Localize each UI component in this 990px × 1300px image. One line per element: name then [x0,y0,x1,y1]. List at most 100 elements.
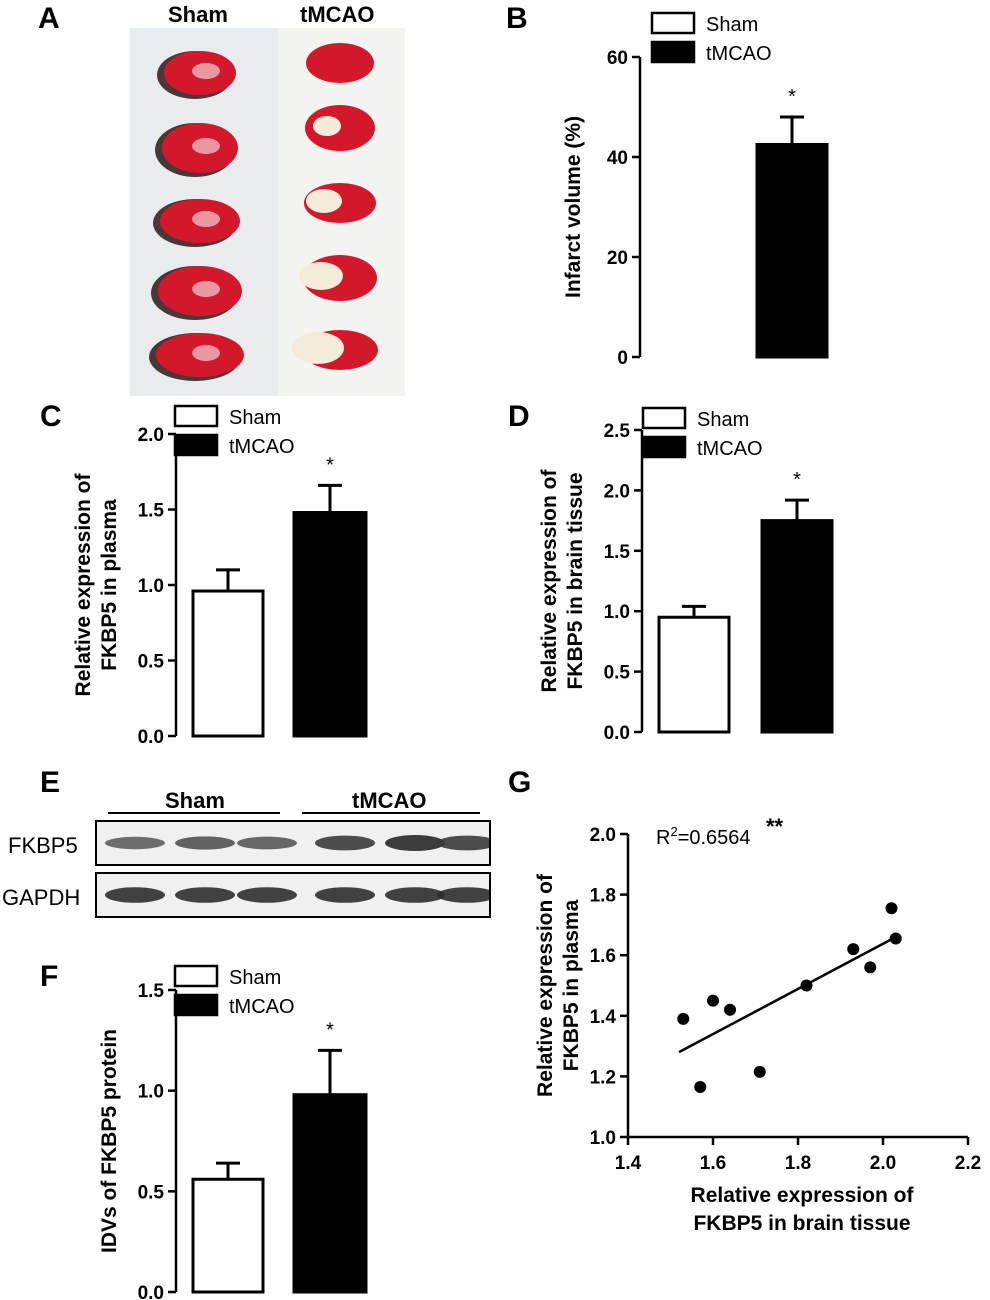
y-tick-label: 2.0 [590,825,616,846]
y-axis-label: Infarct volume (%) [562,116,585,298]
y-tick-label: 1.5 [604,542,631,563]
y-axis-label-line1: Relative expression of [534,873,557,1097]
legend-swatch-sham [173,404,219,428]
significance-mark: * [326,454,334,476]
sham-section-ventricle [192,281,220,297]
x-tick-label: 2.0 [870,1153,896,1174]
y-tick-label: 0.0 [138,727,164,748]
scatter-point [885,902,898,915]
y-tick-label: 0.5 [138,1182,165,1203]
y-tick-label: 2.5 [604,421,631,442]
panel-label-e: E [40,766,61,799]
scatter-point [677,1012,690,1025]
y-tick-label: 1.2 [590,1067,616,1088]
blot-strip-fkbp5 [95,820,497,866]
panel-label-g: G [508,766,532,799]
y-tick-label: 1.0 [138,1082,164,1103]
significance-mark: * [793,469,801,491]
scatter-point [864,961,877,974]
gapdh-band [385,887,445,903]
y-tick-label: 2.0 [604,481,630,502]
group-line-sham [108,812,280,814]
x-tick-label: 1.6 [700,1153,726,1174]
y-tick-label: 0 [617,348,628,369]
column-label-tmcao: tMCAO [300,2,375,27]
y-tick-label: 0.0 [138,1283,164,1300]
gapdh-band [175,887,235,903]
sham-section-ventricle [192,211,220,227]
bar-sham [657,615,731,734]
fkbp5-band [385,835,445,851]
bar-sham [191,589,265,738]
y-tick-label: 40 [607,148,628,169]
scatter-point [847,943,860,956]
sham-section-ventricle [192,345,220,361]
scatter-point [707,994,719,1007]
legend-label-sham: Sham [706,14,758,36]
y-tick-label: 1.8 [590,886,616,907]
y-axis-label-line1: Relative expression of [72,473,95,697]
legend-swatch-sham [650,11,696,35]
legend-label-tmcao: tMCAO [697,438,763,460]
regression-line [678,935,897,1054]
legend-label-tmcao: tMCAO [706,43,772,65]
gapdh-band [315,887,375,903]
y-tick-label: 1.0 [590,1128,616,1149]
scatter-point [889,932,902,945]
x-axis-label-line1: Relative expression of [691,1184,915,1207]
r-squared-annotation: R2=0.6564 [656,824,751,849]
y-axis-label-line1: Relative expression of [538,469,561,693]
scatter-point [800,979,813,992]
legend-swatch-tmcao [650,40,696,64]
fkbp5-band [237,836,297,850]
x-axis-label-line2: FKBP5 in brain tissue [693,1212,910,1235]
legend-swatch-tmcao [173,993,219,1017]
gapdh-band [237,887,297,903]
legend-swatch-sham [173,964,219,988]
x-tick-label: 1.4 [615,1153,642,1174]
fkbp5-band [175,836,235,850]
legend-label-tmcao: tMCAO [229,436,295,458]
x-tick-label: 1.8 [785,1153,811,1174]
blot-strip-gapdh [95,872,497,918]
legend-label-sham: Sham [697,409,749,431]
significance-mark: * [326,1019,334,1041]
y-tick-label: 1.4 [590,1007,617,1028]
blot-row-label-gapdh: GAPDH [2,885,81,910]
y-tick-label: 60 [607,48,628,69]
y-tick-label: 1.6 [590,946,616,967]
y-axis-label: IDVs of FKBP5 protein [98,1029,121,1253]
legend-label-tmcao: tMCAO [229,996,295,1018]
tmcao-infarct-region [313,116,341,136]
bar-tmcao [292,511,368,738]
y-axis-label-line2: FKBP5 in plasma [560,899,583,1071]
y-axis-label-line2: FKBP5 in brain tissue [564,472,587,689]
gapdh-band [105,887,165,903]
brain-sections-svg [149,43,378,381]
legend-swatch-sham [641,406,687,430]
tmcao-infarct-region [306,189,342,213]
legend-label-sham: Sham [229,407,281,429]
sham-section-ventricle [192,138,220,154]
scatter-point [694,1081,707,1094]
bar-tmcao [755,143,829,359]
legend-swatch-tmcao [641,435,687,459]
x-tick-label: 2.2 [955,1153,981,1174]
y-tick-label: 20 [607,248,628,269]
gapdh-band [437,887,497,903]
blot-row-label-fkbp5: FKBP5 [8,833,78,858]
y-tick-label: 0.5 [138,652,165,673]
legend-swatch-tmcao [173,433,219,457]
tmcao-infarct-region [299,262,343,290]
group-line-tmcao [302,812,480,814]
scatter-point [753,1065,766,1078]
y-tick-label: 1.5 [138,501,165,522]
y-tick-label: 1.0 [138,576,164,597]
brain-sections-photo [130,28,405,396]
fkbp5-band [437,835,497,851]
sham-section-ventricle [192,63,220,79]
y-tick-label: 1.5 [138,981,165,1002]
